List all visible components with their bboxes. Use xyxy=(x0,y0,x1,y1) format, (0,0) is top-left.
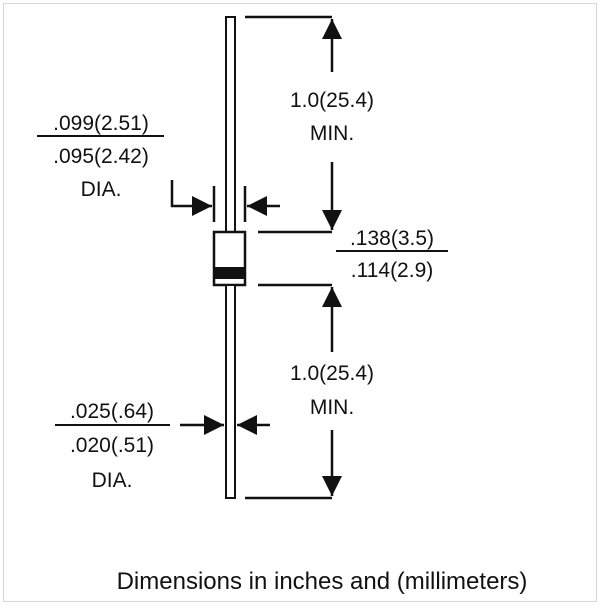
dimension-arrows xyxy=(170,19,342,496)
lead-length-bottom-suffix: MIN. xyxy=(310,396,354,419)
body-dia-left-arrow xyxy=(170,180,212,216)
lead-length-top-value: 1.0(25.4) xyxy=(290,89,374,112)
units-caption: Dimensions in inches and (millimeters) xyxy=(117,568,528,595)
extension-lines xyxy=(212,15,332,500)
body-length-bottom-label: .114(2.9) xyxy=(351,259,434,282)
body-dia-bottom-label: .095(2.42) xyxy=(53,145,149,168)
diode-component xyxy=(212,16,247,499)
body-dia-suffix-label: DIA. xyxy=(81,178,122,201)
lead-length-top-suffix: MIN. xyxy=(310,122,354,145)
body-length-top-label: .138(3.5) xyxy=(350,227,434,250)
cathode-band xyxy=(213,267,246,279)
lead-dia-bottom-label: .020(.51) xyxy=(70,434,154,457)
upper-lead xyxy=(225,16,236,233)
body-dia-top-label: .099(2.51) xyxy=(53,112,149,135)
lead-dia-suffix-label: DIA. xyxy=(92,469,133,492)
lower-lead xyxy=(225,284,236,499)
lead-dia-top-label: .025(.64) xyxy=(70,400,154,423)
fraction-rules xyxy=(37,135,448,426)
lead-length-bottom-value: 1.0(25.4) xyxy=(290,362,374,385)
